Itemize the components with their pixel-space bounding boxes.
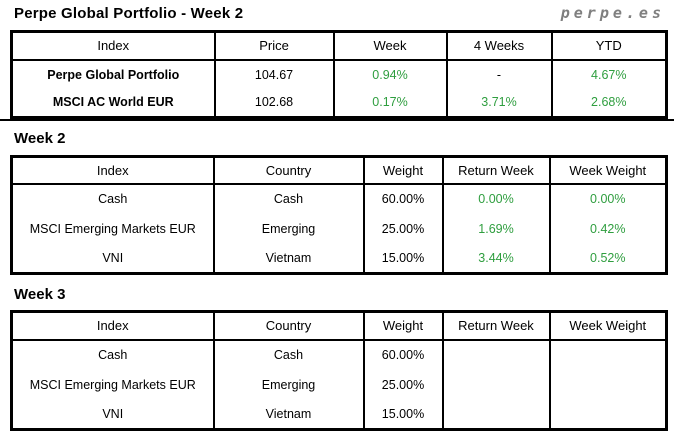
cell-country: Cash: [212, 339, 365, 370]
column-header-4weeks: 4 Weeks: [445, 30, 553, 61]
column-header-week-weight: Week Weight: [548, 155, 668, 185]
cell-weight: 60.00%: [362, 339, 444, 370]
week2-heading: Week 2: [14, 130, 66, 147]
cell-week: 0.17%: [332, 88, 448, 119]
table-row: MSCI Emerging Markets EUR Emerging 25.00…: [10, 213, 668, 244]
cell-weight: 25.00%: [362, 369, 444, 400]
cell-country: Vietnam: [212, 243, 365, 275]
page-title: Perpe Global Portfolio - Week 2: [14, 5, 244, 22]
cell-index: MSCI Emerging Markets EUR: [10, 213, 215, 244]
cell-return-week: [441, 369, 551, 400]
cell-index: MSCI AC World EUR: [10, 88, 216, 119]
summary-table: Index Price Week 4 Weeks YTD Perpe Globa…: [10, 30, 668, 119]
column-header-return-week: Return Week: [441, 155, 551, 185]
cell-4weeks: -: [445, 59, 553, 89]
table-row: MSCI AC World EUR 102.68 0.17% 3.71% 2.6…: [10, 88, 668, 119]
cell-index: VNI: [10, 243, 215, 275]
cell-index: Cash: [10, 339, 215, 370]
column-header-weight: Weight: [362, 155, 444, 185]
cell-price: 102.68: [213, 88, 335, 119]
cell-week: 0.94%: [332, 59, 448, 89]
column-header-index: Index: [10, 155, 215, 185]
cell-week-weight: [548, 339, 668, 370]
cell-index: Cash: [10, 183, 215, 214]
cell-weight: 25.00%: [362, 213, 444, 244]
table-row: MSCI Emerging Markets EUR Emerging 25.00…: [10, 369, 668, 400]
table-row: Perpe Global Portfolio 104.67 0.94% - 4.…: [10, 59, 668, 89]
cell-weight: 60.00%: [362, 183, 444, 214]
cell-index: Perpe Global Portfolio: [10, 59, 216, 89]
cell-week-weight: 0.00%: [548, 183, 668, 214]
cell-weight: 15.00%: [362, 243, 444, 275]
summary-header-row: Index Price Week 4 Weeks YTD: [10, 30, 668, 61]
brand-logo: perpe.es: [560, 4, 665, 22]
column-header-country: Country: [212, 155, 365, 185]
cell-4weeks: 3.71%: [445, 88, 553, 119]
column-header-country: Country: [212, 310, 365, 341]
column-header-index: Index: [10, 310, 215, 341]
column-header-week-weight: Week Weight: [548, 310, 668, 341]
cell-index: VNI: [10, 399, 215, 431]
cell-return-week: [441, 399, 551, 431]
cell-return-week: [441, 339, 551, 370]
week3-table: Index Country Weight Return Week Week We…: [10, 310, 668, 431]
column-header-index: Index: [10, 30, 216, 61]
table-row: VNI Vietnam 15.00%: [10, 399, 668, 431]
table-row: Cash Cash 60.00%: [10, 339, 668, 370]
column-header-weight: Weight: [362, 310, 444, 341]
column-header-return-week: Return Week: [441, 310, 551, 341]
week3-heading: Week 3: [14, 286, 66, 303]
cell-ytd: 4.67%: [550, 59, 668, 89]
cell-week-weight: [548, 399, 668, 431]
week2-header-row: Index Country Weight Return Week Week We…: [10, 155, 668, 185]
section-divider: [0, 119, 674, 121]
column-header-week: Week: [332, 30, 448, 61]
week3-header-row: Index Country Weight Return Week Week We…: [10, 310, 668, 341]
week2-table: Index Country Weight Return Week Week We…: [10, 155, 668, 275]
cell-return-week: 1.69%: [441, 213, 551, 244]
cell-return-week: 3.44%: [441, 243, 551, 275]
table-row: VNI Vietnam 15.00% 3.44% 0.52%: [10, 243, 668, 275]
cell-ytd: 2.68%: [550, 88, 668, 119]
cell-price: 104.67: [213, 59, 335, 89]
cell-country: Cash: [212, 183, 365, 214]
cell-return-week: 0.00%: [441, 183, 551, 214]
cell-week-weight: 0.42%: [548, 213, 668, 244]
table-row: Cash Cash 60.00% 0.00% 0.00%: [10, 183, 668, 214]
cell-index: MSCI Emerging Markets EUR: [10, 369, 215, 400]
column-header-price: Price: [213, 30, 335, 61]
column-header-ytd: YTD: [550, 30, 668, 61]
cell-week-weight: [548, 369, 668, 400]
cell-country: Emerging: [212, 369, 365, 400]
cell-country: Emerging: [212, 213, 365, 244]
report-header: Perpe Global Portfolio - Week 2 perpe.es: [14, 4, 665, 22]
cell-country: Vietnam: [212, 399, 365, 431]
cell-week-weight: 0.52%: [548, 243, 668, 275]
cell-weight: 15.00%: [362, 399, 444, 431]
